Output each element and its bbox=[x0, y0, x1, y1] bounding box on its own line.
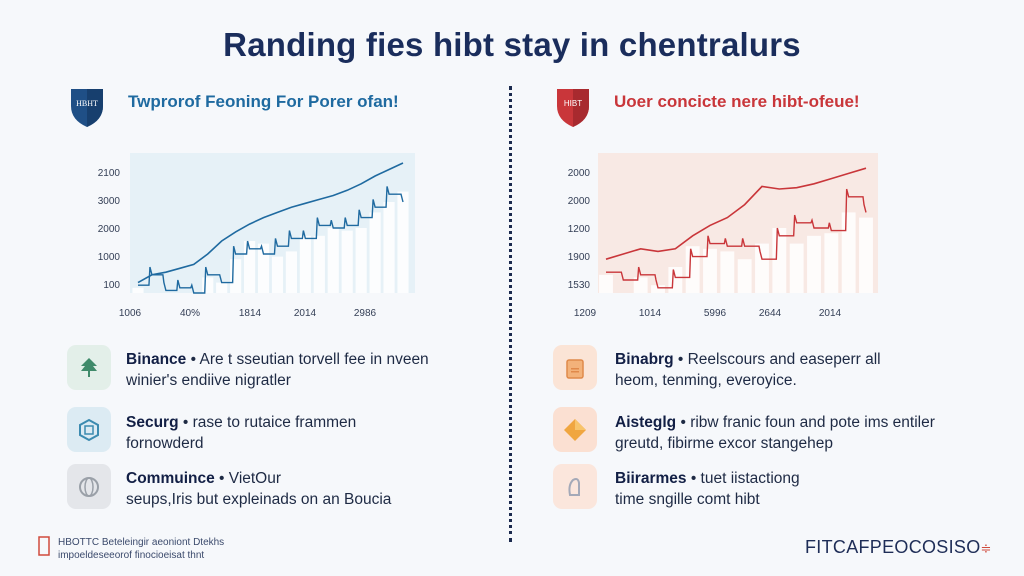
volume-bar bbox=[271, 256, 284, 293]
list-item: Aisteglg • ribw franic foun and pote ims… bbox=[615, 414, 935, 452]
volume-bar bbox=[244, 241, 256, 293]
volume-bar bbox=[355, 228, 367, 293]
volume-bar bbox=[685, 246, 700, 293]
globe-icon bbox=[67, 464, 111, 509]
y-tick-label: 2100 bbox=[98, 168, 121, 179]
volume-bar bbox=[720, 251, 735, 293]
volume-bar bbox=[230, 259, 242, 293]
volume-bar bbox=[703, 248, 717, 293]
list-item: Commuince • VietOur seups,Iris but exple… bbox=[126, 470, 392, 508]
leaf-icon bbox=[67, 345, 111, 390]
y-tick-label: 2000 bbox=[98, 224, 121, 235]
right-chart: 2000 2000 1200 1900 1530 1209 1014 5996 2644 2014 bbox=[568, 153, 878, 319]
x-tick-label: 2014 bbox=[294, 308, 317, 319]
volume-bar bbox=[383, 202, 395, 293]
list-item: Biirarmes • tuet iistactiong time sngill… bbox=[615, 470, 800, 508]
x-tick-label: 1006 bbox=[119, 308, 142, 319]
volume-bar bbox=[789, 243, 804, 293]
x-tick-label: 40% bbox=[180, 308, 200, 319]
volume-bar bbox=[285, 251, 297, 293]
hand-icon bbox=[553, 464, 597, 509]
clipboard-icon bbox=[553, 345, 597, 390]
series-trend-line bbox=[137, 162, 404, 284]
volume-bar bbox=[327, 228, 339, 293]
y-tick-label: 1200 bbox=[568, 224, 591, 235]
diamond-icon bbox=[553, 407, 597, 452]
volume-bar bbox=[397, 191, 409, 293]
right-heading: Uoer concicte nere hibt-ofeue! bbox=[614, 92, 860, 111]
x-tick-label: 2986 bbox=[354, 308, 377, 319]
left-heading: Twprorof Feoning For Porer ofan! bbox=[128, 92, 399, 111]
y-tick-label: 1000 bbox=[98, 252, 121, 263]
series-price-line bbox=[606, 188, 867, 289]
x-tick-label: 2014 bbox=[819, 308, 842, 319]
y-tick-label: 2000 bbox=[568, 168, 591, 179]
volume-bar bbox=[807, 235, 821, 293]
volume-bar bbox=[772, 228, 787, 293]
volume-bar bbox=[216, 282, 228, 293]
volume-bar bbox=[824, 233, 839, 293]
document-icon bbox=[38, 536, 50, 556]
list-item: Securg • rase to rutaice frammen fornowd… bbox=[126, 414, 357, 452]
volume-bar bbox=[132, 287, 144, 293]
shield-label: HIBT bbox=[564, 99, 582, 108]
y-tick-label: 1900 bbox=[568, 252, 591, 263]
shield-icon: HBHT bbox=[71, 89, 103, 127]
footer-note: HBOTTC Beteleingir aeoniont Dtekhs impoe… bbox=[58, 537, 225, 561]
y-tick-label: 100 bbox=[103, 280, 120, 291]
volume-bar bbox=[202, 277, 214, 293]
volume-bar bbox=[755, 243, 769, 293]
volume-bar bbox=[841, 212, 856, 293]
list-item: Binance • Are t sseutian torvell fee in … bbox=[126, 351, 429, 389]
y-tick-label: 3000 bbox=[98, 196, 121, 207]
x-tick-label: 5996 bbox=[704, 308, 727, 319]
volume-bar bbox=[341, 230, 353, 293]
shield-icon: HIBT bbox=[557, 89, 589, 127]
y-tick-label: 1530 bbox=[568, 280, 591, 291]
x-tick-label: 1814 bbox=[239, 308, 262, 319]
brand-mark: ≑ bbox=[980, 541, 992, 556]
series-trend-line bbox=[605, 167, 867, 260]
volume-bar bbox=[633, 277, 648, 293]
series-price-line bbox=[138, 186, 404, 294]
x-tick-label: 1014 bbox=[639, 308, 662, 319]
page-title: Randing fies hibt stay in chentralurs bbox=[223, 26, 801, 63]
volume-bar bbox=[651, 285, 665, 293]
list-item: Binabrg • Reelscours and easeperr all he… bbox=[615, 351, 881, 389]
brand-logo: FITCAFPEOCOSISO≑ bbox=[805, 537, 992, 557]
y-tick-label: 2000 bbox=[568, 196, 591, 207]
dotted-divider bbox=[509, 86, 512, 542]
volume-bar bbox=[599, 274, 613, 293]
x-tick-label: 2644 bbox=[759, 308, 782, 319]
shield-hex-icon bbox=[67, 407, 111, 452]
volume-bar bbox=[299, 235, 311, 293]
volume-bar bbox=[859, 217, 873, 293]
volume-bar bbox=[737, 259, 752, 293]
x-tick-label: 1209 bbox=[574, 308, 597, 319]
volume-bar bbox=[668, 267, 683, 293]
volume-bar bbox=[369, 212, 381, 293]
shield-label: HBHT bbox=[76, 99, 98, 108]
left-chart: 2100 3000 2000 1000 100 1006 40% 1814 2014 2986 bbox=[98, 153, 415, 319]
volume-bar bbox=[257, 243, 270, 293]
volume-bar bbox=[313, 235, 325, 293]
